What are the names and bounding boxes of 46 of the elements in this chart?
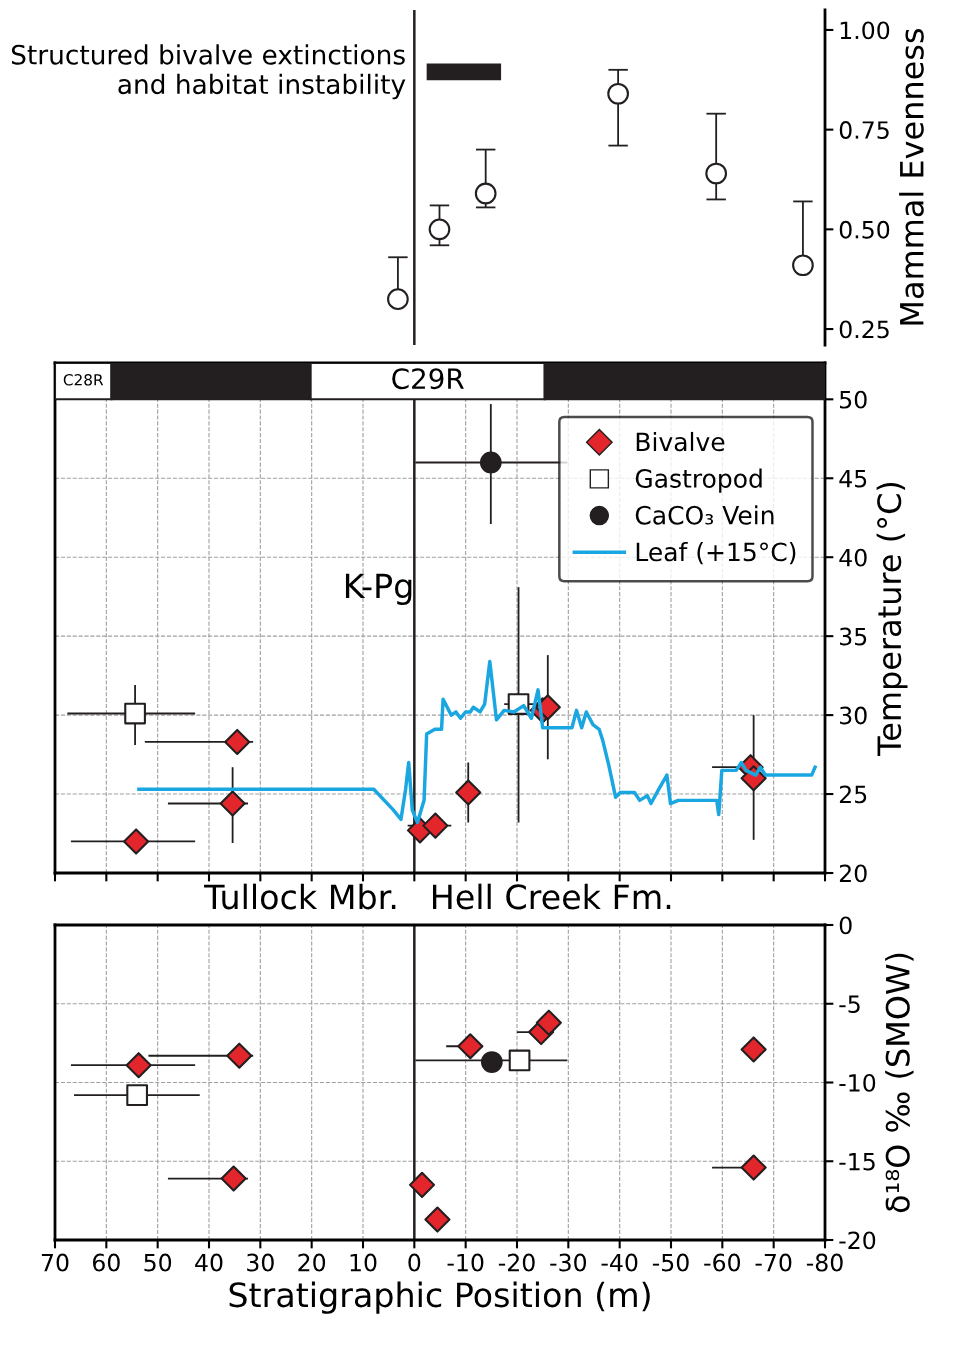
x-tick-label: 40 [195,1253,223,1272]
x-tick-label: 60 [92,1253,120,1272]
x-tick-label: -10 [447,1253,484,1272]
x-tick-label: 70 [41,1253,69,1272]
legend-label: CaCO₃ Vein [635,505,774,525]
y-tick-label: 50 [840,390,867,409]
text: Tullock Mbr. [204,883,396,910]
x-tick-label: -80 [806,1253,843,1272]
x-tick-label: -40 [601,1253,638,1272]
y-tick-label: 25 [839,785,867,804]
x-tick-label: -60 [704,1253,741,1272]
series-label: Structured bivalve extinctions and habitat instability [11,44,406,100]
band-label: C29R [392,368,464,390]
legend-label: Leaf (+15°C) [636,542,796,565]
y-axis-title: Mammal Evenness [899,28,924,325]
ref-line-label: K-Pg [345,573,412,605]
y-axis-title: δ¹⁸O ‰ (SMOW) [885,953,914,1213]
x-tick-label: 0 [408,1253,421,1272]
y-tick-label: 40 [839,548,867,567]
x-tick-label: -50 [652,1253,689,1272]
y-axis-title: Temperature (°C) [876,482,908,756]
legend-label: Gastropod [635,468,762,493]
y-tick-label: 20 [839,864,867,883]
x-tick-label: 50 [144,1253,172,1272]
y-tick-label: 0.25 [839,320,889,339]
y-tick-label: 1.00 [840,21,890,40]
y-tick-label: -15 [839,1153,875,1171]
x-tick-label: -70 [755,1253,792,1272]
x-tick-label: 30 [247,1253,274,1272]
band-label: C28R [63,374,104,386]
y-tick-label: 0.75 [839,121,889,139]
y-tick-label: 30 [839,706,867,725]
x-tick-label: -30 [550,1253,587,1272]
x-axis-title: Stratigraphic Position (m) [229,1281,650,1314]
y-tick-label: -5 [839,995,860,1014]
y-tick-label: 0.50 [839,220,890,239]
x-tick-label: -20 [498,1253,535,1272]
y-tick-label: 35 [839,627,867,646]
text: Hell Creek Fm. [433,883,671,910]
y-tick-label: 0 [839,916,852,935]
legend-label: Bivalve [636,431,725,452]
x-tick-label: 10 [350,1253,377,1272]
y-tick-label: -10 [839,1073,876,1092]
y-tick-label: -20 [839,1231,876,1250]
y-tick-label: 45 [839,470,867,488]
x-tick-label: 20 [298,1253,326,1272]
